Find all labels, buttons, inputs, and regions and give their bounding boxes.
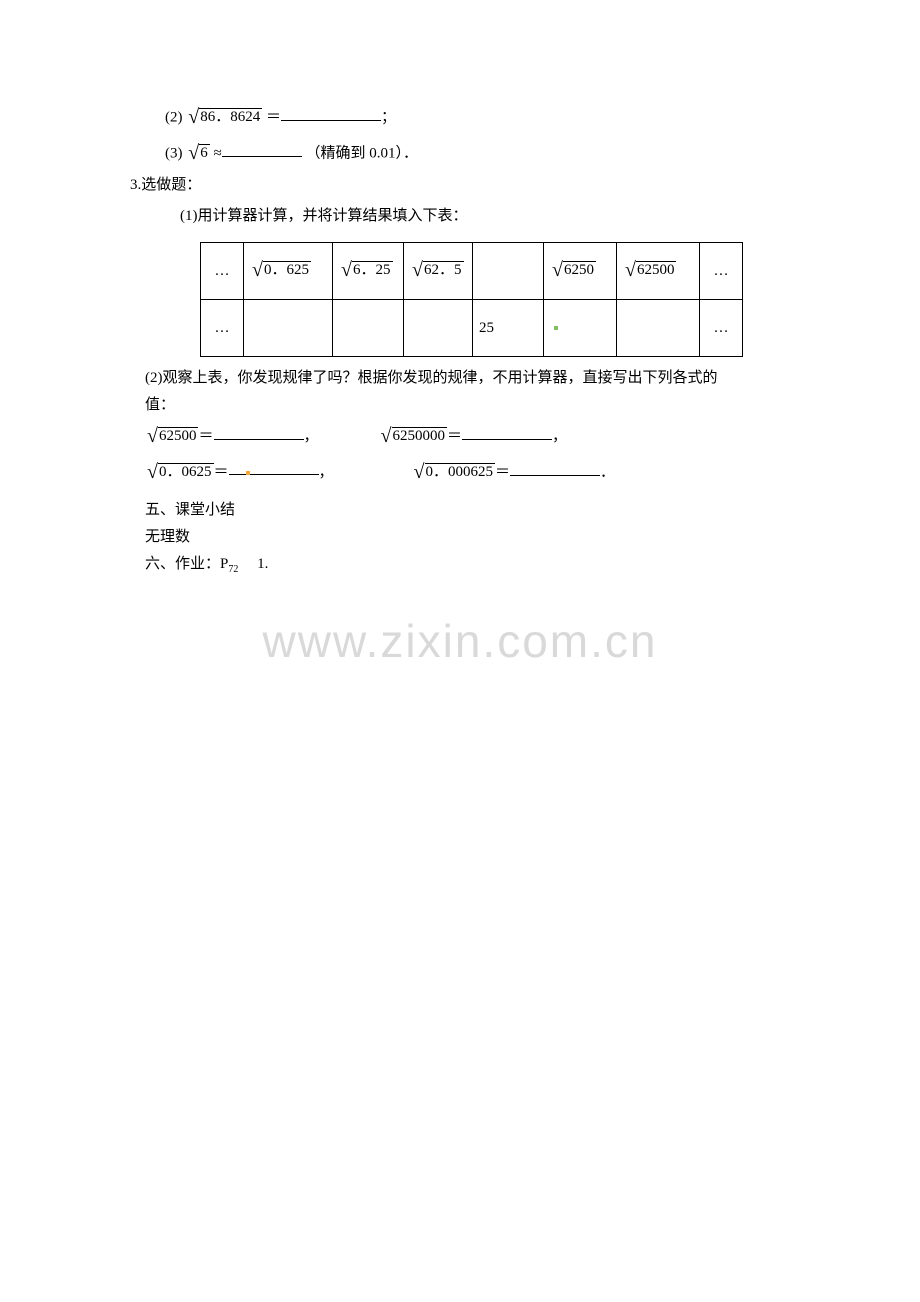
q3-note: （精确到 0.01）．: [305, 145, 418, 161]
line-3: 3.选做题：: [130, 172, 850, 199]
table-cell-dots: …: [700, 300, 743, 357]
line-3-2: (2)观察上表，你发现规律了吗？根据你发现的规律，不用计算器，直接写出下列各式的: [145, 365, 850, 392]
rad: 62500: [158, 427, 199, 445]
section-5-body: 无理数: [145, 524, 850, 551]
section-5-title: 五、课堂小结: [145, 497, 850, 524]
eq-d: √0．000625＝．: [412, 455, 616, 491]
line-3-1: (1)用计算器计算，并将计算结果填入下表：: [180, 203, 850, 230]
table-cell-value: 25: [473, 300, 544, 357]
blank: [510, 460, 600, 476]
table-cell-empty: [404, 300, 473, 357]
table-cell: √6250: [544, 243, 617, 300]
table-row: … √0．625 √6．25 √62．5 √6250 √62500 …: [201, 243, 743, 300]
radical-sign-icon: √: [188, 99, 199, 135]
rad: 0．625: [263, 261, 311, 279]
blank: [214, 424, 304, 440]
blank: [229, 459, 319, 475]
table-cell: √0．625: [244, 243, 333, 300]
table-cell-dots: …: [201, 300, 244, 357]
rad: 0．000625: [425, 463, 496, 481]
q2-prefix: (2): [165, 109, 183, 125]
q2-radicand: 86．8624: [199, 108, 262, 126]
table-cell-empty: [617, 300, 700, 357]
blank: [462, 424, 552, 440]
radical-sign-icon: √: [147, 454, 158, 490]
section-6b: 1.: [257, 556, 268, 572]
table-cell: √62．5: [404, 243, 473, 300]
line-q2: (2) √86．8624 ＝ ；: [165, 100, 850, 136]
table-cell-empty: [544, 300, 617, 357]
rad: 6250000: [392, 427, 448, 445]
radical-sign-icon: √: [414, 454, 425, 490]
section-6: 六、作业：P72 1.: [145, 551, 850, 579]
eq-a: √62500＝，: [145, 419, 319, 455]
line-q3: (3) √6 ≈ （精确到 0.01）．: [165, 136, 850, 172]
watermark: www.zixin.com.cn: [0, 600, 920, 683]
table-cell-empty: [244, 300, 333, 357]
radical-sign-icon: √: [552, 252, 563, 288]
eq-c: √0．0625＝ ，: [145, 455, 334, 491]
eq-b: √6250000＝，: [379, 419, 568, 455]
dot-icon: [554, 326, 558, 330]
rad: 62500: [636, 261, 677, 279]
table-cell: √62500: [617, 243, 700, 300]
page: (2) √86．8624 ＝； (3) √6 ≈ （精确到 0.01）． 3.选…: [0, 0, 920, 1302]
rad: 0．0625: [158, 463, 214, 481]
table-cell-dots: …: [700, 243, 743, 300]
approx: ≈: [213, 145, 221, 161]
blank-q2: [281, 105, 381, 121]
section-6-sub: 72: [228, 564, 238, 575]
line-3-2b: 值：: [145, 392, 850, 419]
radical-sign-icon: √: [412, 252, 423, 288]
calc-table: … √0．625 √6．25 √62．5 √6250 √62500 … …: [200, 242, 743, 357]
table-cell-empty: [333, 300, 404, 357]
radical-sign-icon: √: [341, 252, 352, 288]
radical-sign-icon: √: [381, 418, 392, 454]
table-row: … 25 …: [201, 300, 743, 357]
q3-radicand: 6: [199, 144, 210, 162]
sqrt-q3: √6: [186, 136, 209, 172]
radical-sign-icon: √: [252, 252, 263, 288]
eq: ＝: [266, 109, 281, 125]
table-cell-dots: …: [201, 243, 244, 300]
eq-row-2: √0．0625＝ ， √0．000625＝．: [145, 455, 850, 491]
sqrt-q2: √86．8624: [186, 100, 262, 136]
rad: 62．5: [423, 261, 464, 279]
rad: 6250: [563, 261, 596, 279]
table-cell-empty: [473, 243, 544, 300]
dot-icon: [246, 471, 250, 475]
blank-q3: [222, 141, 302, 157]
rad: 6．25: [352, 261, 393, 279]
eq-row-1: √62500＝， √6250000＝，: [145, 419, 850, 455]
section-6a: 六、作业：P: [145, 556, 228, 572]
q2-suffix: ；: [381, 109, 396, 125]
q3-prefix: (3): [165, 145, 183, 161]
table-cell: √6．25: [333, 243, 404, 300]
radical-sign-icon: √: [625, 252, 636, 288]
radical-sign-icon: √: [147, 418, 158, 454]
radical-sign-icon: √: [188, 135, 199, 171]
